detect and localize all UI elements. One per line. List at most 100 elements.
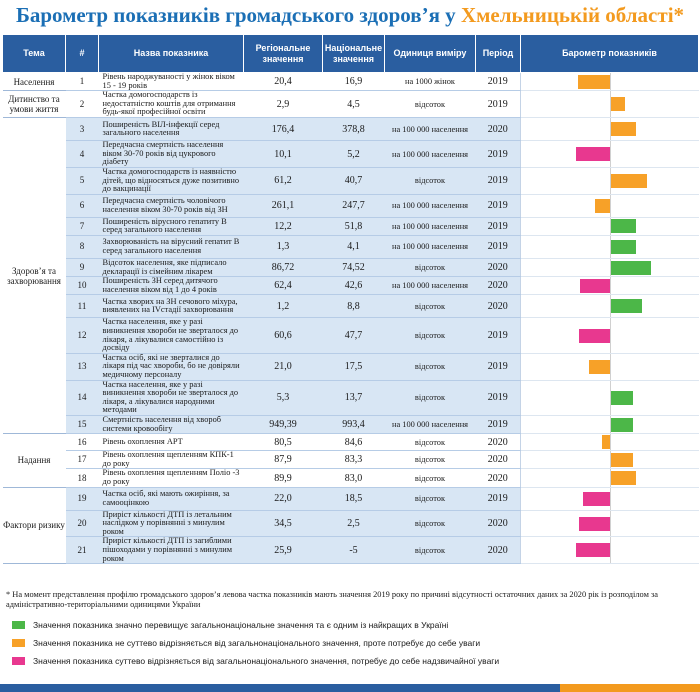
unit: відсоток bbox=[384, 167, 476, 195]
national-value: 40,7 bbox=[322, 167, 385, 195]
barometer-cell bbox=[520, 140, 699, 168]
indicator-name: Смертність населення від хвороб системи … bbox=[98, 415, 244, 435]
national-value: 42,6 bbox=[322, 276, 385, 296]
table-row: 4 Передчасна смертність населення віком 3… bbox=[3, 140, 699, 168]
header-period: Період bbox=[475, 34, 521, 73]
barometer-cell bbox=[520, 294, 699, 319]
period: 2020 bbox=[475, 468, 521, 488]
regional-value: 89,9 bbox=[243, 468, 323, 488]
indicator-name: Приріст кількості ДТП із загиблими пішох… bbox=[98, 536, 244, 565]
row-number: 16 bbox=[65, 433, 99, 452]
regional-value: 12,2 bbox=[243, 217, 323, 236]
indicator-name: Поширеність ВІЛ-інфекції серед загальног… bbox=[98, 117, 244, 142]
unit: на 100 000 населення bbox=[384, 235, 476, 259]
indicator-name: Поширеність вірусного гепатиту В серед з… bbox=[98, 217, 244, 236]
barometer-cell bbox=[520, 510, 699, 538]
regional-value: 2,9 bbox=[243, 90, 323, 119]
indicator-name: Рівень народжуваності у жінок віком 15 -… bbox=[98, 72, 244, 92]
barometer-bar bbox=[611, 390, 633, 405]
regional-value: 261,1 bbox=[243, 194, 323, 218]
barometer-axis bbox=[610, 118, 611, 140]
unit: відсоток bbox=[384, 468, 476, 488]
unit: відсоток bbox=[384, 510, 476, 538]
barometer-bar bbox=[611, 239, 636, 254]
barometer-bar bbox=[611, 219, 636, 234]
barometer-bar bbox=[611, 452, 633, 467]
period: 2019 bbox=[475, 217, 521, 236]
table-row: Дитинство та умови життя 2 Частка домогосп… bbox=[2, 90, 699, 119]
header-unit: Одиниця виміру bbox=[384, 34, 476, 73]
barometer-bar bbox=[595, 198, 610, 213]
unit: відсоток bbox=[384, 317, 476, 354]
barometer-cell bbox=[520, 72, 699, 92]
barometer-cell bbox=[520, 117, 699, 142]
period: 2020 bbox=[475, 258, 521, 278]
period: 2019 bbox=[475, 380, 521, 417]
barometer-cell bbox=[520, 468, 699, 488]
table-row: 12 Частка населення, яке у разі виникненн… bbox=[3, 317, 699, 354]
barometer-axis bbox=[610, 353, 611, 380]
row-number: 21 bbox=[65, 536, 99, 565]
title-region: Хмельницькій області bbox=[460, 3, 674, 27]
legend-item-orange: Значення показника не суттево відрізняєт… bbox=[12, 638, 480, 648]
unit: відсоток bbox=[384, 536, 476, 565]
row-number: 19 bbox=[65, 487, 99, 511]
national-value: 83,0 bbox=[322, 468, 385, 488]
bottom-bar-orange bbox=[560, 684, 700, 692]
regional-value: 25,9 bbox=[243, 536, 323, 565]
indicator-name: Частка домогосподарств із наявністю діте… bbox=[98, 167, 244, 195]
barometer-axis bbox=[610, 235, 611, 258]
regional-value: 87,9 bbox=[243, 450, 323, 470]
table-row: 15 Смертність населення від хвороб систем… bbox=[3, 415, 699, 435]
indicator-name: Передчасна смертність чоловічого населен… bbox=[98, 194, 244, 218]
national-value: 8,8 bbox=[322, 294, 385, 319]
row-number: 17 bbox=[65, 450, 99, 470]
barometer-axis bbox=[610, 258, 611, 276]
unit: на 100 000 населення bbox=[384, 217, 476, 236]
barometer-bar bbox=[611, 122, 636, 137]
indicator-name: Частка осіб, які не зверталися до лікаря… bbox=[98, 353, 244, 381]
national-value: -5 bbox=[322, 536, 385, 565]
national-value: 17,5 bbox=[322, 353, 385, 381]
indicator-name: Поширеність ЗН серед дитячого населення … bbox=[98, 276, 244, 296]
period: 2019 bbox=[475, 140, 521, 168]
header-national: Національне значення bbox=[322, 34, 385, 73]
national-value: 993,4 bbox=[322, 415, 385, 435]
unit: відсоток bbox=[384, 487, 476, 511]
barometer-cell bbox=[520, 353, 699, 381]
table-row: 11 Частка хворих на ЗН сечового міхура, в… bbox=[3, 294, 699, 319]
barometer-cell bbox=[520, 235, 699, 259]
bottom-decoration bbox=[0, 684, 700, 692]
unit: на 100 000 населення bbox=[384, 276, 476, 296]
row-number: 11 bbox=[65, 294, 99, 319]
regional-value: 10,1 bbox=[243, 140, 323, 168]
period: 2020 bbox=[475, 450, 521, 470]
regional-value: 61,2 bbox=[243, 167, 323, 195]
legend-swatch-pink bbox=[12, 657, 25, 665]
barometer-bar bbox=[611, 97, 625, 112]
barometer-table: Тема # Назва показника Регіональне значе… bbox=[2, 34, 699, 565]
national-value: 5,2 bbox=[322, 140, 385, 168]
barometer-bar bbox=[611, 173, 647, 188]
row-number: 1 bbox=[65, 72, 99, 92]
barometer-axis bbox=[610, 141, 611, 167]
legend-label-pink: Значення показника суттево відрізняється… bbox=[33, 656, 500, 666]
regional-value: 1,3 bbox=[243, 235, 323, 259]
regional-value: 34,5 bbox=[243, 510, 323, 538]
regional-value: 22,0 bbox=[243, 487, 323, 511]
national-value: 378,8 bbox=[322, 117, 385, 142]
table-row: 9 Відсоток населення, яке підписало декла… bbox=[3, 258, 699, 278]
indicator-name: Передчасна смертність населення віком 30… bbox=[98, 140, 244, 168]
period: 2019 bbox=[475, 415, 521, 435]
barometer-cell bbox=[520, 167, 699, 195]
period: 2019 bbox=[475, 317, 521, 354]
barometer-axis bbox=[610, 73, 611, 90]
barometer-bar bbox=[611, 260, 651, 275]
indicator-name: Частка хворих на ЗН сечового міхура, вия… bbox=[98, 294, 244, 319]
barometer-cell bbox=[520, 536, 699, 565]
unit: на 100 000 населення bbox=[384, 140, 476, 168]
table-row: 14 Частка населення, яке у разі виникненн… bbox=[3, 380, 699, 417]
table-row: Фактори ризику 19 Частка осіб, які мають о… bbox=[2, 487, 699, 565]
barometer-cell bbox=[520, 450, 699, 470]
barometer-axis bbox=[610, 416, 611, 433]
